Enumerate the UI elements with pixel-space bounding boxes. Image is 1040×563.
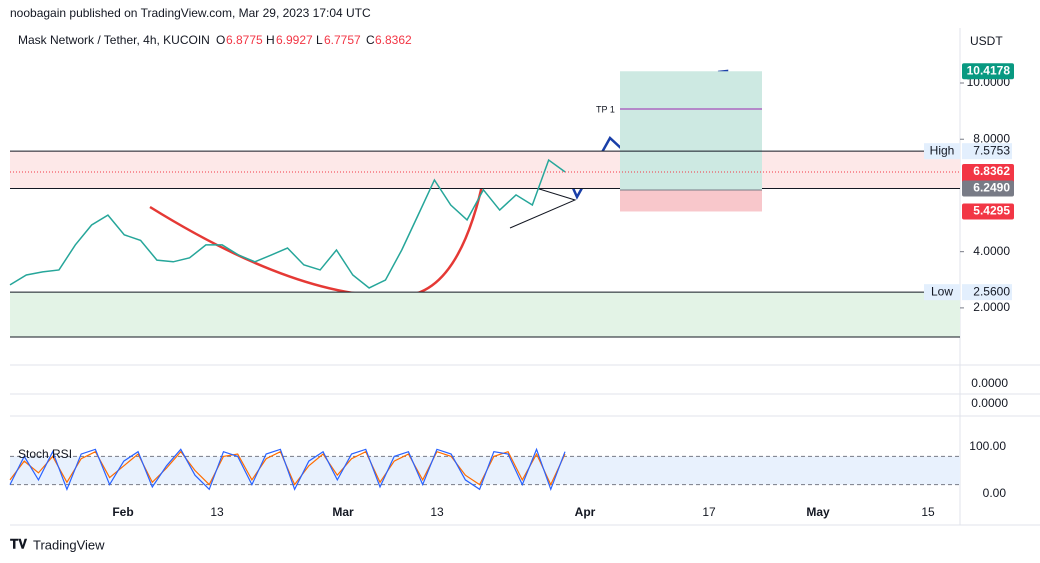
unit: USDT <box>970 34 1003 48</box>
price-tag-label: 6.2490 <box>973 181 1010 195</box>
h-label: H <box>266 33 275 47</box>
price-tick: 8.0000 <box>973 131 1010 145</box>
price-tag <box>962 203 1014 220</box>
stoch-k <box>9 447 566 492</box>
level-name: Low <box>931 284 953 298</box>
time-tick: May <box>806 505 830 519</box>
pane-tick: 0.0000 <box>971 396 1008 410</box>
level-price-bg <box>962 143 1012 160</box>
publisher: noobagain published on TradingView.com, … <box>10 6 371 20</box>
time-tick: Feb <box>112 505 133 519</box>
stoch-title: Stoch RSI <box>18 447 72 461</box>
price-tag <box>962 63 1014 80</box>
brand: TradingView <box>33 537 105 552</box>
price-tag <box>962 180 1014 197</box>
symbol: Mask Network / Tether, 4h, KUCOIN <box>18 33 210 47</box>
level-name: High <box>930 143 955 157</box>
price-tag-label: 6.8362 <box>973 164 1010 178</box>
support-zone <box>10 292 960 337</box>
time-tick: 17 <box>702 505 716 519</box>
time-tick: 13 <box>210 505 224 519</box>
level-price-bg <box>962 284 1012 301</box>
price-line <box>9 158 566 289</box>
stoch-tick: 0.00 <box>983 486 1007 500</box>
price-tag-label: 5.4295 <box>973 204 1010 218</box>
time-tick: Mar <box>332 505 354 519</box>
tp-label: TP 1 <box>596 104 615 114</box>
price-tick: 4.0000 <box>973 244 1010 258</box>
close: 6.8362 <box>375 33 412 47</box>
stoch-band-fill <box>10 456 960 485</box>
open: 6.8775 <box>226 33 263 47</box>
time-tick: 13 <box>430 505 444 519</box>
level-price: 7.5753 <box>973 143 1010 157</box>
pane-tick: 0.0000 <box>971 376 1008 390</box>
level-tag-bg <box>924 284 960 301</box>
c-label: C <box>366 33 375 47</box>
brand-logo: 𝐓𝐕 <box>10 536 27 551</box>
o-label: O <box>216 33 225 47</box>
l-label: L <box>316 33 323 47</box>
time-tick: 15 <box>921 505 935 519</box>
time-tick: Apr <box>575 505 596 519</box>
resistance-zone <box>10 151 960 189</box>
level-price: 2.5600 <box>973 284 1010 298</box>
price-tag-label: 10.4178 <box>967 63 1011 77</box>
target-box <box>620 71 762 190</box>
cup-curve <box>149 171 487 298</box>
level-tag-bg <box>924 143 960 160</box>
stop-box <box>620 189 762 212</box>
low: 6.7757 <box>324 33 361 47</box>
price-tick: 2.0000 <box>973 300 1010 314</box>
high: 6.9927 <box>276 33 313 47</box>
stoch-tick: 100.00 <box>969 439 1006 453</box>
